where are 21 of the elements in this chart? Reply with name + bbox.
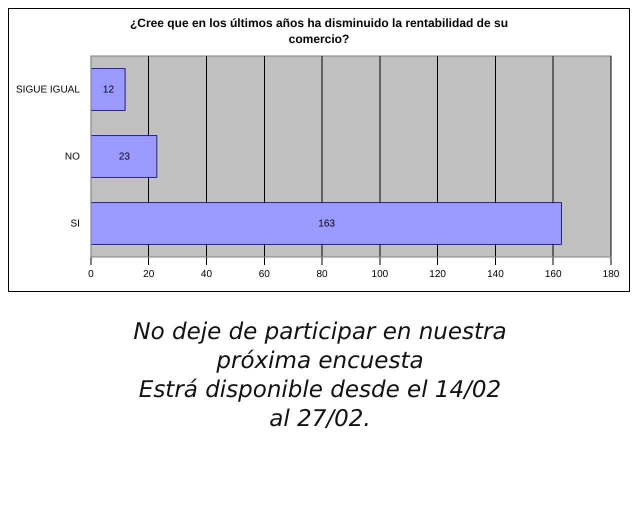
y-tick-label: NO [64,151,80,162]
text: Estrá disponible desde el 14/02 [138,376,502,405]
x-tick-label: 40 [200,268,212,280]
y-tick-label: SI [70,218,80,230]
x-tick-label: 140 [487,268,504,280]
y-tick-label: SIGUE IGUAL [16,84,80,96]
x-tick-label: 180 [602,268,620,280]
text: próxima encuesta [215,347,425,376]
text: al 27/02. [268,405,372,434]
x-tick-label: 80 [316,268,328,280]
chart-title: ¿Cree que en los últimos años ha disminuido la rentabilidad de su comercio? [128,15,510,47]
x-tick-label: 0 [88,268,94,280]
x-tick-label: 60 [258,268,270,280]
data-label: 163 [318,218,336,230]
data-label: 23 [118,151,130,162]
x-tick-label: 160 [544,268,562,280]
data-label: 12 [102,84,114,96]
x-tick-label: 20 [143,268,155,280]
x-tick-label: 100 [372,268,389,280]
text: No deje de participar en nuestra [132,318,508,347]
x-tick-label: 120 [429,268,446,280]
